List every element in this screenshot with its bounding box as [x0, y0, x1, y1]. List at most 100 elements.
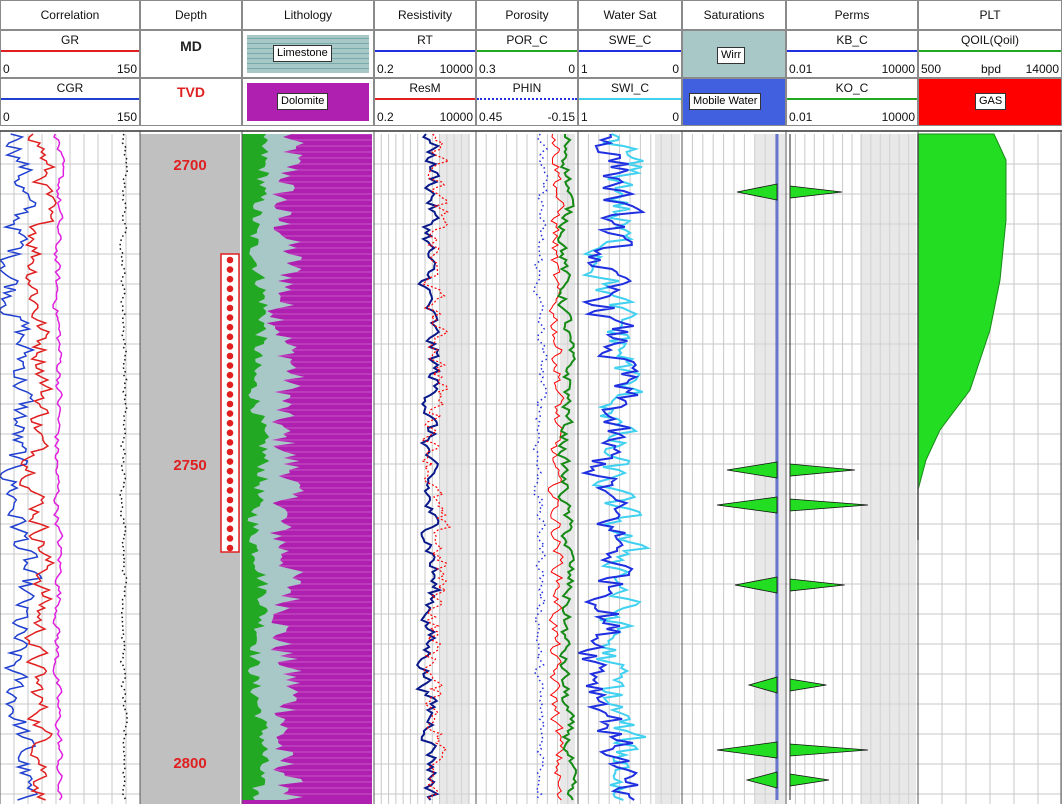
track-title-label: Correlation [40, 8, 100, 22]
scale-min: 0.2 [377, 62, 394, 76]
dotted-curve [119, 133, 129, 801]
perforation-dot [226, 256, 234, 264]
perforation-dot [226, 266, 234, 273]
scale-max: 14000 [1025, 62, 1059, 76]
track-title-resistivity[interactable]: Resistivity [374, 0, 476, 30]
scale-min: 1 [581, 110, 588, 124]
perforation-dot [226, 323, 234, 331]
curve-header-gr[interactable]: GR 0 150 [0, 30, 140, 78]
curve-line-swatch [1, 50, 139, 52]
log-plot-area[interactable]: 2700 2750 2800 [0, 130, 1062, 804]
track-title-saturations[interactable]: Saturations [682, 0, 786, 30]
perforation-dot [226, 458, 234, 465]
saturation-spike [736, 183, 778, 201]
curve-header-qoil[interactable]: QOIL(Qoil) 500 bpd 14000 [918, 30, 1062, 78]
track-title-label: Lithology [283, 8, 333, 22]
scale-max: 150 [116, 62, 137, 76]
lithology-limestone-header[interactable]: Limestone [242, 30, 374, 78]
scale-max: 10000 [439, 62, 473, 76]
track-title-label: Depth [174, 8, 208, 22]
perforation-dot [226, 429, 234, 437]
scale-unit: bpd [981, 62, 1002, 76]
track-title-label: Porosity [505, 8, 549, 22]
por-c-curve [556, 134, 578, 801]
log-grid-band [655, 134, 680, 804]
curve-header-swi-c[interactable]: SWI_C 1 0 [578, 78, 682, 126]
perforation-dot [226, 352, 234, 360]
scale-min: 0.01 [789, 110, 813, 124]
perforation-dot [226, 391, 234, 398]
plt-gas-header[interactable]: GAS [918, 78, 1062, 126]
track-title-porosity[interactable]: Porosity [476, 0, 578, 30]
curve-header-rt[interactable]: RT 0.2 10000 [374, 30, 476, 78]
saturation-spike [716, 741, 778, 759]
saturation-wirr-header[interactable]: Wirr [682, 30, 786, 78]
depth-tvd-header[interactable]: TVD [140, 78, 242, 126]
curve-line-swatch [477, 98, 577, 100]
scale-min: 1 [581, 62, 588, 76]
track-title-water-sat[interactable]: Water Sat [578, 0, 682, 30]
lithology-shale-fill [242, 134, 270, 800]
track-title-perms[interactable]: Perms [786, 0, 918, 30]
curve-name: SWE_C [608, 33, 652, 47]
curve-header-swe-c[interactable]: SWE_C 1 0 [578, 30, 682, 78]
log-header: Correlation Depth Lithology Resistivity … [0, 0, 1062, 130]
curve-line-swatch [579, 98, 681, 100]
scale-min: 500 [921, 62, 942, 76]
scale-max: 0 [672, 110, 679, 124]
perforation-dot [226, 525, 234, 533]
depth-label-2800: 2800 [173, 755, 206, 772]
gr-curve [19, 133, 57, 801]
curve-header-por-c[interactable]: POR_C 0.3 0 [476, 30, 578, 78]
perforation-dot [226, 275, 234, 283]
track-title-depth[interactable]: Depth [140, 0, 242, 30]
perforation-dot [226, 410, 234, 417]
log-grid-band [860, 134, 916, 804]
track-title-lithology[interactable]: Lithology [242, 0, 374, 30]
curve-header-kb-c[interactable]: KB_C 0.01 10000 [786, 30, 918, 78]
perforation-dot [226, 535, 234, 542]
wirr-label: Wirr [717, 47, 746, 64]
curve-header-resm[interactable]: ResM 0.2 10000 [374, 78, 476, 126]
lithology-dolomite-header[interactable]: Dolomite [242, 78, 374, 126]
perforation-dot [226, 448, 234, 456]
track-title-label: Perms [834, 8, 870, 22]
log-grid-band [440, 134, 470, 804]
scale-max: 150 [116, 110, 137, 124]
curve-header-cgr[interactable]: CGR 0 150 [0, 78, 140, 126]
saturation-mobile-water-header[interactable]: Mobile Water [682, 78, 786, 126]
curve-name: KO_C [835, 81, 869, 95]
curve-line-swatch [375, 50, 475, 52]
curve-header-ko-c[interactable]: KO_C 0.01 10000 [786, 78, 918, 126]
track-title-plt[interactable]: PLT [918, 0, 1062, 30]
curve-line-swatch [919, 50, 1061, 52]
tvd-label: TVD [177, 84, 205, 100]
scale-max: 0 [672, 62, 679, 76]
scale-min: 0.2 [377, 110, 394, 124]
perforation-dot [226, 285, 234, 293]
scale-min: 0.45 [479, 110, 503, 124]
curve-header-phin[interactable]: PHIN 0.45 -0.15 [476, 78, 578, 126]
saturation-spike [734, 576, 778, 594]
log-curves [0, 133, 869, 801]
perforation-dot [226, 506, 234, 513]
gas-label: GAS [975, 93, 1007, 110]
swe-c-curve [578, 133, 646, 801]
por-red-curve [547, 133, 565, 801]
scale-max: 10000 [881, 62, 915, 76]
curve-name: GR [61, 33, 79, 47]
cgr-curve [0, 133, 43, 801]
curve-line-swatch [579, 50, 681, 52]
depth-md-header[interactable]: MD [140, 30, 242, 78]
perforation-dot [226, 381, 234, 389]
curve-name: CGR [56, 81, 84, 95]
curve-line-swatch [375, 98, 475, 100]
track-title-correlation[interactable]: Correlation [0, 0, 140, 30]
curve-name: POR_C [506, 33, 548, 47]
perforation-dot [226, 371, 234, 379]
depth-label-2750: 2750 [173, 457, 206, 474]
track-separators [0, 130, 1062, 804]
perforation-dots [226, 256, 234, 552]
perforation-dot [226, 362, 234, 369]
scale-min: 0 [3, 110, 10, 124]
